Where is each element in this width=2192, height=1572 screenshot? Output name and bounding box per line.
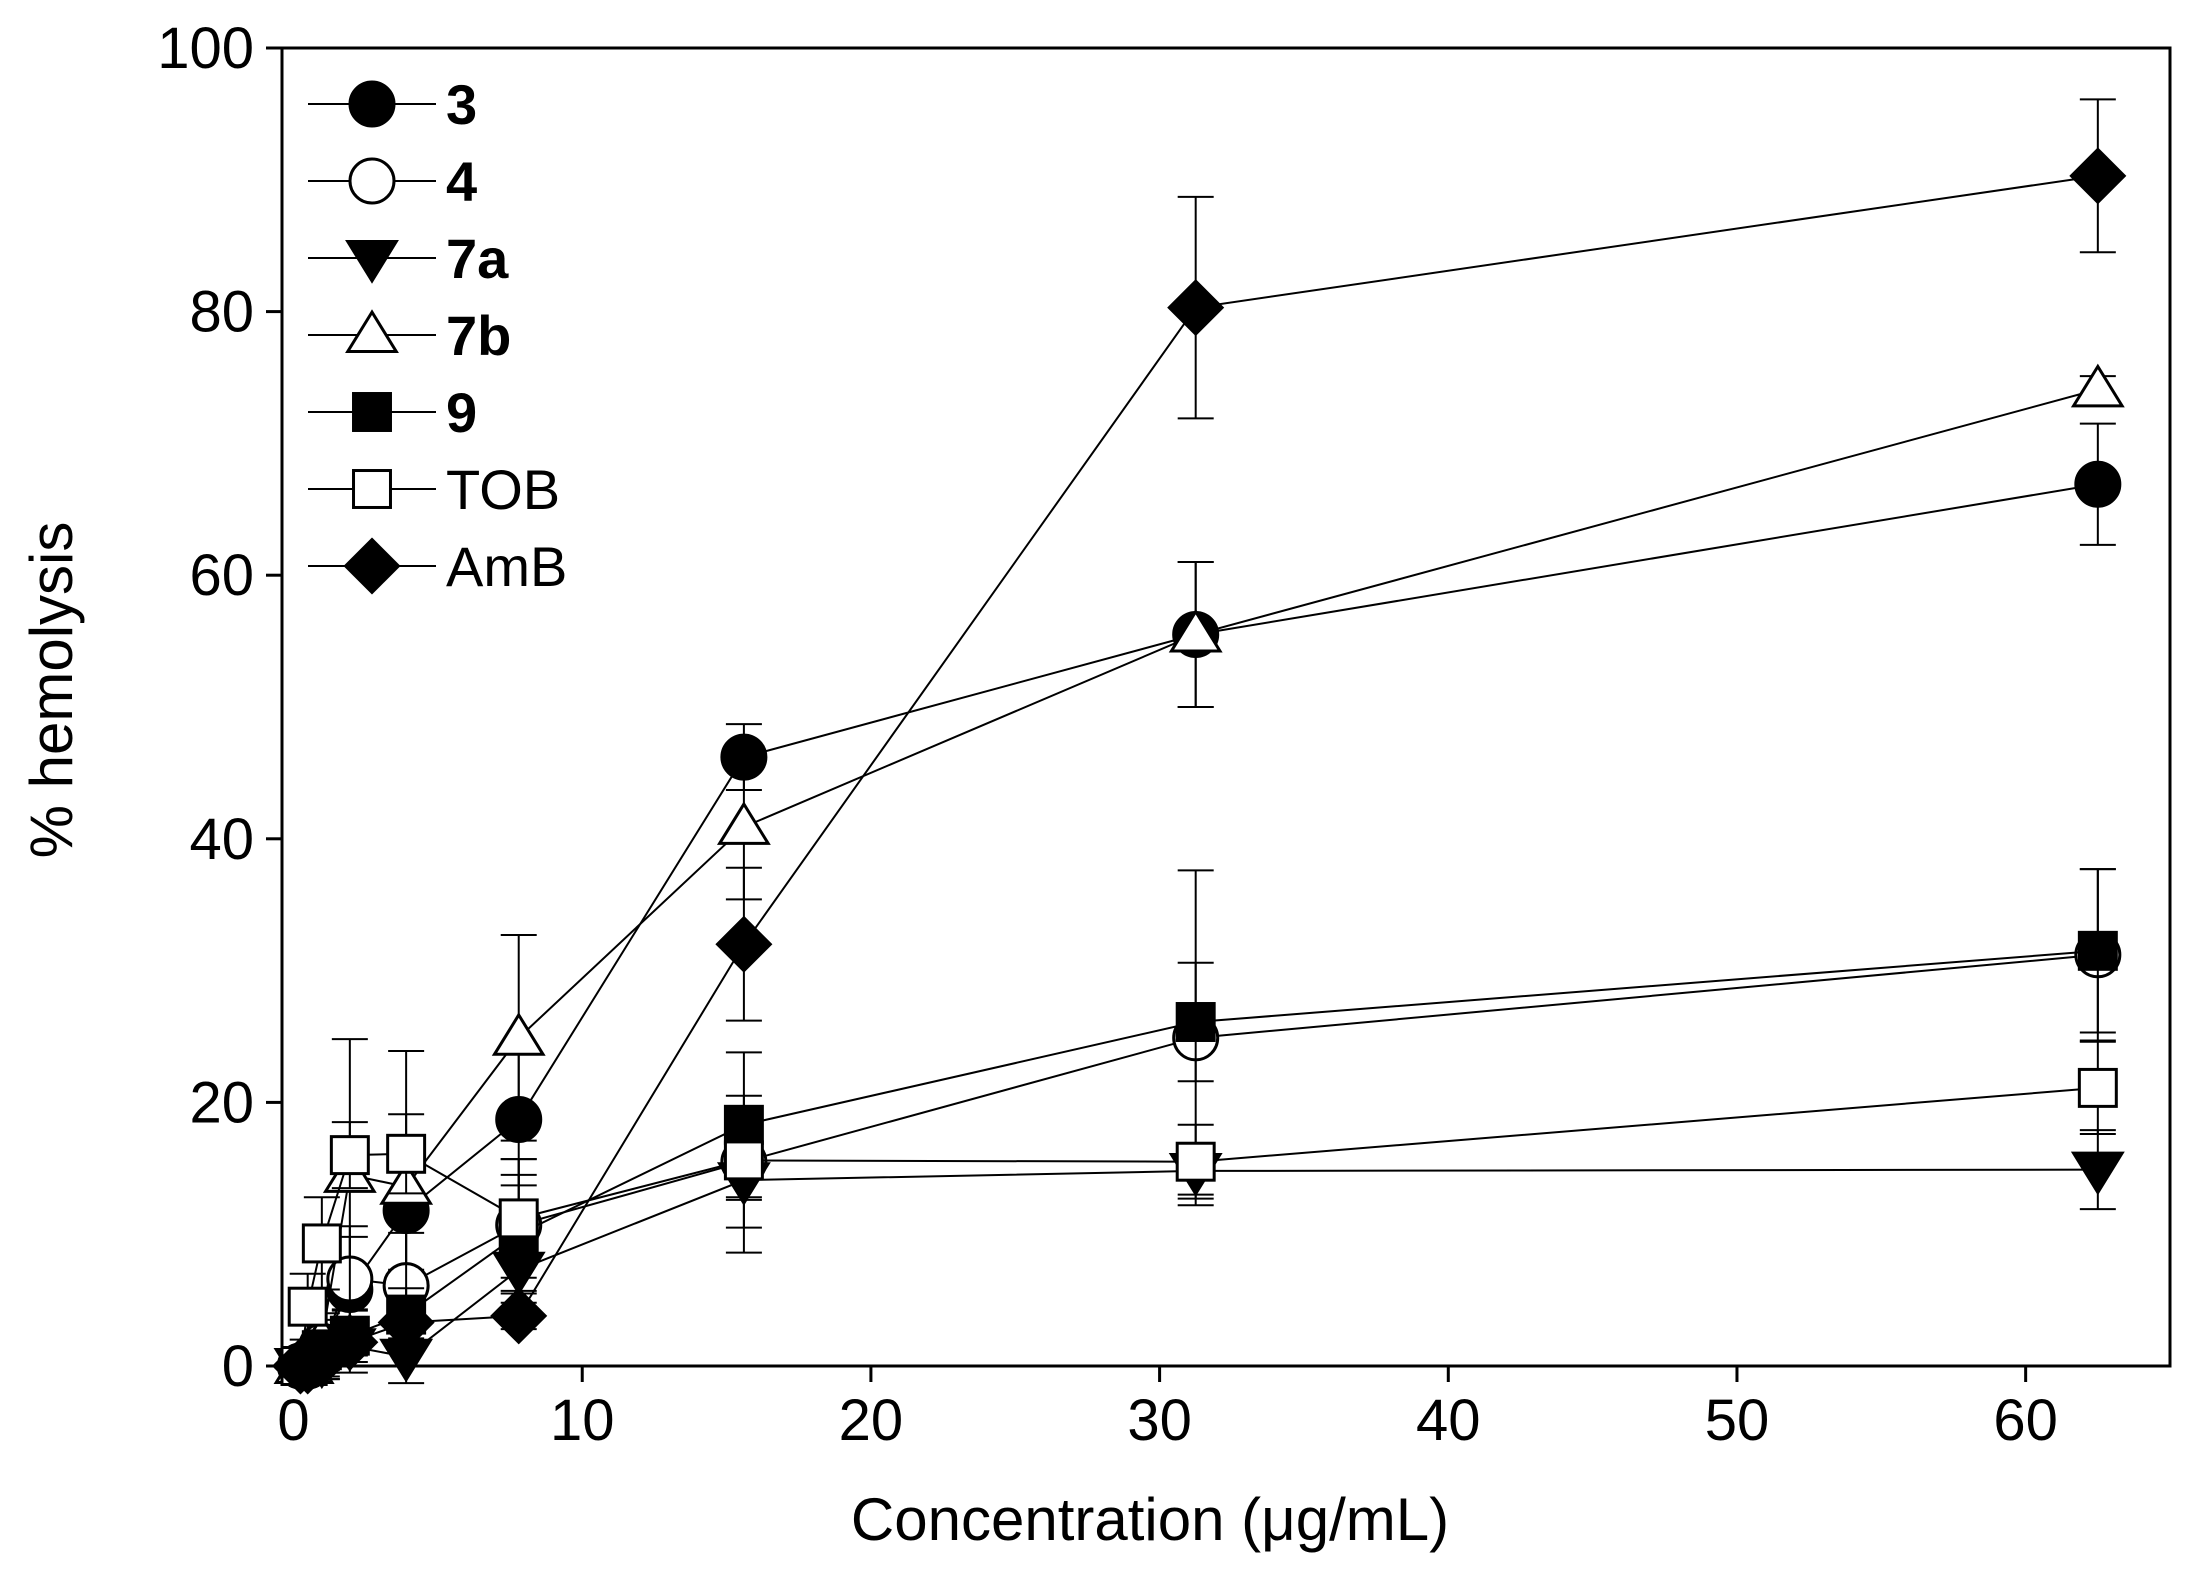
legend-marker-tob	[352, 469, 392, 509]
data-point-amb	[715, 915, 773, 973]
legend-label-4: 4	[446, 150, 477, 213]
y-tick-label: 0	[222, 1334, 254, 1399]
legend: 3 4 7a 7b 9 TOB AmB	[308, 73, 567, 598]
legend-label-7b: 7b	[446, 304, 511, 367]
data-point-9	[1175, 1002, 1216, 1042]
series-9	[280, 868, 2118, 1386]
legend-entry-tob: TOB	[308, 458, 560, 521]
y-tick-label: 100	[157, 16, 254, 81]
legend-marker-amb	[343, 537, 401, 595]
series-line-7b	[300, 388, 2099, 1367]
series-line-tob	[299, 1086, 2098, 1367]
data-point-7a	[2070, 1151, 2125, 1196]
x-tick-label: 20	[839, 1388, 904, 1453]
y-tick-label: 60	[189, 543, 254, 608]
data-point-3	[2074, 460, 2122, 508]
legend-entry-4: 4	[308, 150, 477, 213]
data-point-7b	[2070, 363, 2125, 408]
x-tick-label: 10	[550, 1388, 615, 1453]
data-point-9	[2077, 930, 2118, 971]
series-4	[276, 868, 2122, 1390]
data-point-7b	[491, 1012, 546, 1056]
data-point-7b	[1168, 608, 1223, 653]
data-point-tob	[287, 1286, 328, 1327]
data-point-tob	[301, 1223, 342, 1264]
y-tick-label: 40	[189, 807, 254, 872]
series-layer	[271, 98, 2127, 1395]
data-point-amb	[2069, 147, 2127, 205]
data-point-amb	[1167, 279, 1225, 337]
legend-label-tob: TOB	[446, 458, 560, 521]
y-tick-label: 20	[189, 1070, 254, 1135]
data-point-amb	[490, 1287, 548, 1345]
axes-layer: 0 10 20 30 40 50 60 0 20 40 60 80 100	[157, 16, 2058, 1453]
data-point-7b	[716, 801, 771, 845]
data-point-tob	[723, 1140, 764, 1181]
data-point-tob	[329, 1135, 370, 1176]
data-point-amb	[321, 1313, 379, 1371]
legend-marker-7b	[345, 309, 399, 353]
legend-label-3: 3	[446, 73, 477, 136]
legend-label-7a: 7a	[446, 227, 509, 290]
data-point-tob	[2077, 1067, 2118, 1108]
data-point-tob	[386, 1133, 427, 1174]
x-tick-label: 50	[1705, 1388, 1770, 1453]
legend-entry-9: 9	[308, 381, 477, 444]
x-tick-label: 0	[277, 1388, 309, 1453]
legend-label-amb: AmB	[446, 535, 567, 598]
legend-marker-9	[352, 392, 392, 432]
legend-marker-3	[348, 80, 396, 128]
legend-entry-3: 3	[308, 73, 477, 136]
data-point-amb	[377, 1293, 435, 1352]
legend-marker-7a	[345, 240, 399, 284]
y-tick-label: 80	[189, 280, 254, 345]
x-tick-label: 40	[1416, 1388, 1481, 1453]
x-tick-label: 60	[1993, 1388, 2058, 1453]
plot-frame	[280, 46, 2172, 1368]
series-tob	[280, 1040, 2118, 1386]
y-axis-title: % hemolysis	[18, 522, 85, 859]
legend-entry-amb: AmB	[308, 535, 567, 598]
data-point-tob	[1175, 1141, 1216, 1182]
x-tick-label: 30	[1127, 1388, 1192, 1453]
x-axis-title: Concentration (μg/mL)	[851, 1486, 1449, 1553]
legend-marker-4	[348, 157, 396, 205]
legend-entry-7b: 7b	[308, 304, 511, 367]
data-point-tob	[498, 1198, 539, 1239]
legend-entry-7a: 7a	[308, 227, 509, 290]
legend-label-9: 9	[446, 381, 477, 444]
